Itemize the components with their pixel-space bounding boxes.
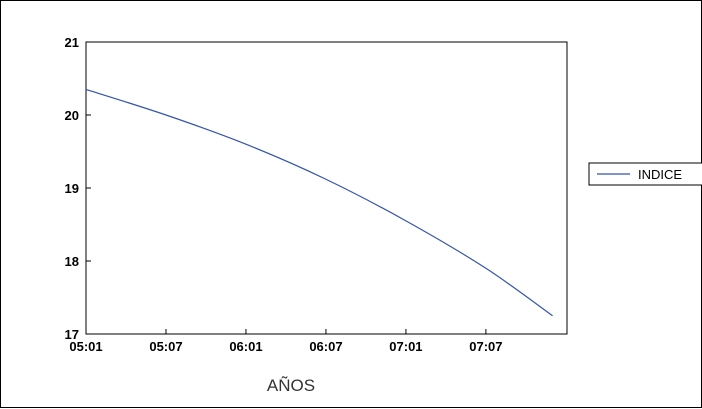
y-tick-label: 18 (65, 254, 79, 269)
plot-area (85, 41, 568, 335)
y-tick-label: 20 (65, 108, 79, 123)
x-axis-title: AÑOS (267, 376, 315, 395)
x-axis: 05:01 05:07 06:01 06:07 07:01 07:07 (69, 329, 503, 354)
series-line-indice (85, 88, 553, 317)
x-tick-label: 07:01 (389, 339, 422, 354)
y-tick-label: 21 (65, 35, 79, 50)
legend-box (588, 162, 702, 186)
x-tick-label: 07:07 (469, 339, 502, 354)
legend: INDICE (588, 162, 702, 186)
y-tick-label: 19 (65, 181, 79, 196)
series-layer (85, 88, 553, 317)
x-tick-label: 06:01 (229, 339, 262, 354)
x-tick-label: 06:07 (309, 339, 342, 354)
y-tick-label: 17 (65, 327, 79, 342)
y-axis: 17 18 19 20 21 (65, 35, 91, 342)
x-tick-label: 05:01 (69, 339, 102, 354)
legend-label: INDICE (638, 167, 682, 182)
x-tick-label: 05:07 (149, 339, 182, 354)
